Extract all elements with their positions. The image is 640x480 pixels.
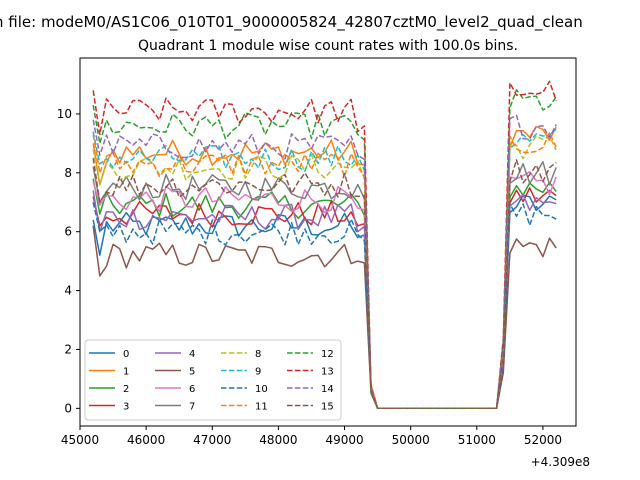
plot-area: 45000 46000 47000 48000 49000 50000 51000 52000… — [57, 57, 577, 447]
x-tick-label: 48000 — [259, 433, 297, 447]
legend-label-3: 3 — [123, 402, 129, 413]
x-tick-label: 51000 — [458, 433, 496, 447]
x-tick-label: 52000 — [524, 433, 562, 447]
x-tick-label: 47000 — [193, 433, 231, 447]
legend-label-7: 7 — [189, 402, 195, 413]
legend-label-9: 9 — [255, 367, 261, 378]
legend-label-5: 5 — [189, 367, 195, 378]
legend-label-6: 6 — [189, 384, 195, 395]
y-tick-label: 10 — [57, 107, 72, 121]
figure-suptitle: n file: modeM0/AS1C06_010T01_9000005824_… — [0, 13, 583, 32]
legend-label-1: 1 — [123, 367, 129, 378]
legend-label-14: 14 — [321, 384, 334, 395]
y-tick-label: 8 — [64, 166, 72, 180]
x-tick-label: 50000 — [392, 433, 430, 447]
y-tick-label: 2 — [64, 342, 72, 356]
legend-box — [84, 339, 342, 421]
x-tick-label: 45000 — [61, 433, 99, 447]
series-line-15 — [92, 157, 557, 410]
legend-label-13: 13 — [321, 367, 334, 378]
legend-label-15: 15 — [321, 402, 334, 413]
y-tick-label: 4 — [64, 284, 72, 298]
legend-label-0: 0 — [123, 349, 129, 360]
legend-label-8: 8 — [255, 349, 261, 360]
chart-title: Quadrant 1 module wise count rates with … — [138, 38, 518, 54]
y-tick-label: 6 — [64, 225, 72, 239]
legend-label-4: 4 — [189, 349, 195, 360]
legend-label-11: 11 — [255, 402, 268, 413]
axes-frame — [79, 57, 577, 427]
x-offset-label: +4.309e8 — [531, 455, 590, 469]
legend-label-2: 2 — [123, 384, 129, 395]
y-tick-label: 0 — [64, 401, 72, 415]
x-tick-label: 49000 — [325, 433, 363, 447]
legend-label-12: 12 — [321, 349, 334, 360]
legend-label-10: 10 — [255, 384, 268, 395]
x-tick-label: 46000 — [127, 433, 165, 447]
